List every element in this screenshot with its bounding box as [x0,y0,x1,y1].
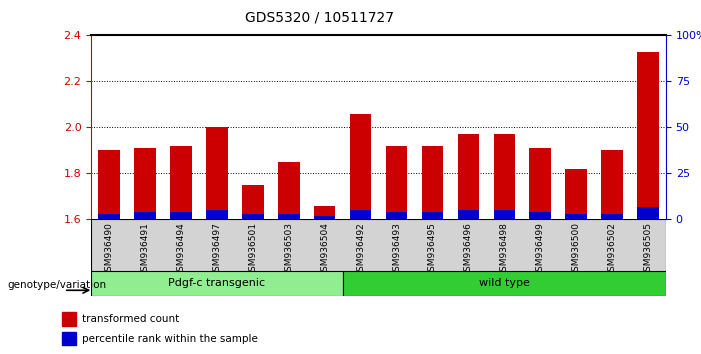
Bar [62,312,76,326]
Text: GSM936496: GSM936496 [464,222,473,277]
Bar [529,148,551,219]
Bar [458,210,479,219]
Text: GSM936501: GSM936501 [248,222,257,277]
Bar [601,150,622,219]
Text: GSM936495: GSM936495 [428,222,437,277]
Text: GSM936494: GSM936494 [177,222,186,277]
Bar [314,206,335,219]
Text: GSM936498: GSM936498 [500,222,509,277]
Bar [135,148,156,219]
Text: wild type: wild type [479,278,530,288]
Bar [565,214,587,219]
Bar [343,271,666,296]
Text: GSM936493: GSM936493 [392,222,401,277]
Text: GSM936500: GSM936500 [571,222,580,277]
Text: GSM936497: GSM936497 [212,222,222,277]
Bar [91,271,343,296]
Bar [314,216,335,219]
Text: transformed count: transformed count [82,314,179,324]
Text: GSM936490: GSM936490 [104,222,114,277]
Text: percentile rank within the sample: percentile rank within the sample [82,333,258,344]
Text: GSM936491: GSM936491 [140,222,149,277]
Bar [62,332,76,346]
Bar [278,162,299,219]
Bar [421,212,443,219]
Bar [529,212,551,219]
Bar [601,214,622,219]
Bar [170,146,192,219]
Bar [565,169,587,219]
Bar [386,212,407,219]
Bar [242,185,264,219]
Bar [206,127,228,219]
Bar [494,210,515,219]
Text: GSM936502: GSM936502 [608,222,617,277]
Bar [98,150,120,219]
Bar [350,114,372,219]
Bar [206,210,228,219]
Bar [637,51,659,219]
Text: GSM936492: GSM936492 [356,222,365,277]
Bar [458,135,479,219]
Text: Pdgf-c transgenic: Pdgf-c transgenic [168,278,266,288]
Text: GSM936503: GSM936503 [284,222,293,277]
Bar [386,146,407,219]
Bar [494,135,515,219]
Bar [421,146,443,219]
Bar [278,214,299,219]
Bar [350,210,372,219]
Text: GSM936505: GSM936505 [644,222,653,277]
Bar [98,214,120,219]
Text: genotype/variation: genotype/variation [7,280,106,290]
Bar [242,214,264,219]
Text: GSM936504: GSM936504 [320,222,329,277]
Bar [135,212,156,219]
Text: GDS5320 / 10511727: GDS5320 / 10511727 [245,11,395,25]
Text: GSM936499: GSM936499 [536,222,545,277]
Bar [637,207,659,219]
Bar [170,212,192,219]
